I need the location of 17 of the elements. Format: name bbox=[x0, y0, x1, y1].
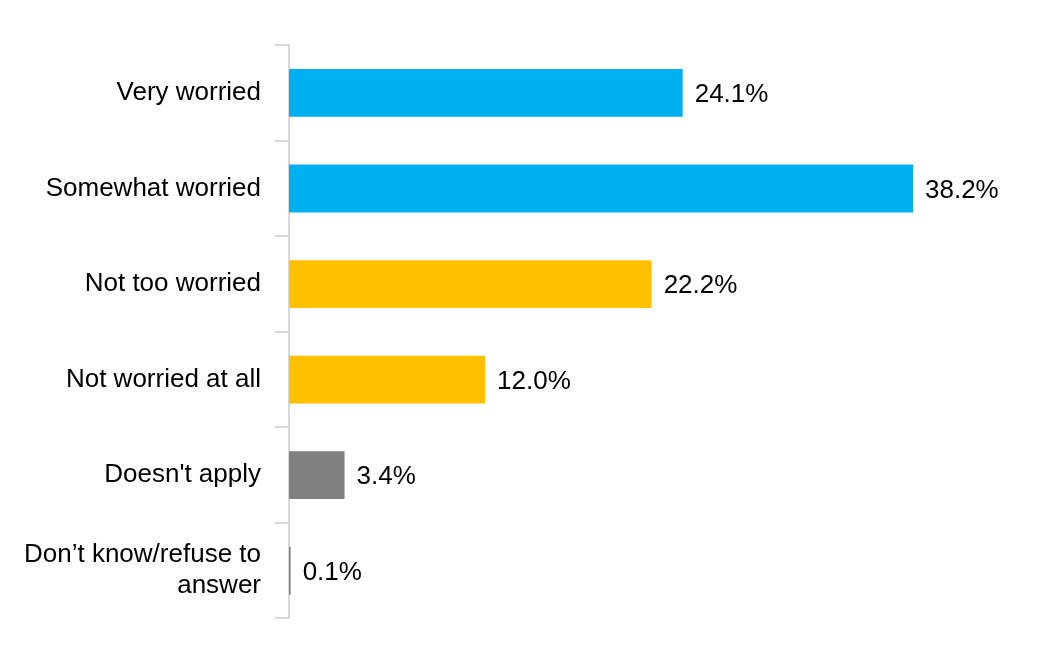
y-tick-label: Doesn't apply bbox=[104, 458, 262, 489]
bar bbox=[289, 69, 683, 117]
y-tick-label: Don’t know/refuse to answer bbox=[23, 538, 262, 600]
data-label: 24.1% bbox=[694, 78, 769, 109]
y-tick-label: Very worried bbox=[116, 76, 262, 107]
data-label: 22.2% bbox=[663, 269, 738, 300]
y-tick-label: Somewhat worried bbox=[45, 171, 262, 202]
bar bbox=[289, 355, 486, 404]
bar bbox=[289, 164, 913, 213]
data-label: 12.0% bbox=[497, 364, 571, 395]
bar bbox=[289, 451, 345, 499]
y-tick-label: Not too worried bbox=[84, 267, 262, 298]
data-label: 0.1% bbox=[302, 555, 362, 586]
data-label: 38.2% bbox=[925, 173, 999, 204]
y-tick-label: Not worried at all bbox=[65, 362, 262, 393]
bar bbox=[289, 260, 652, 308]
data-label: 3.4% bbox=[356, 460, 416, 491]
